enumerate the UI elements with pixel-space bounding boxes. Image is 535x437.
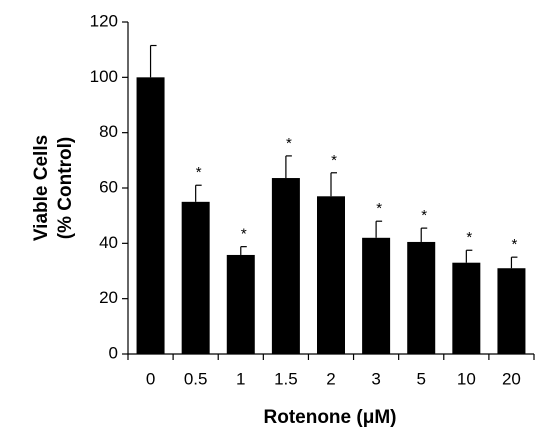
error-bar bbox=[240, 246, 247, 255]
x-tick-label: 0 bbox=[146, 369, 155, 388]
x-tick-label: 0.5 bbox=[184, 369, 208, 388]
x-tick-label: 20 bbox=[502, 369, 521, 388]
x-axis-title: Rotenone (μM) bbox=[264, 407, 397, 428]
x-tick-label: 10 bbox=[457, 369, 476, 388]
bar bbox=[497, 268, 526, 354]
bar bbox=[362, 237, 391, 354]
bar bbox=[181, 201, 210, 354]
error-bar bbox=[420, 227, 428, 242]
bar bbox=[226, 254, 255, 354]
significance-marker: * bbox=[466, 229, 472, 246]
y-axis-title: (% Control) bbox=[55, 137, 76, 239]
x-tick-label: 3 bbox=[371, 369, 380, 388]
error-bar bbox=[195, 184, 202, 202]
x-tick-label: 2 bbox=[326, 369, 335, 388]
x-tick-label: 1 bbox=[236, 369, 245, 388]
significance-marker: * bbox=[376, 200, 382, 217]
bar bbox=[407, 241, 436, 354]
significance-marker: * bbox=[512, 236, 518, 253]
error-bar bbox=[285, 155, 292, 179]
significance-marker: * bbox=[331, 152, 337, 169]
bar bbox=[452, 262, 481, 354]
significance-marker: * bbox=[241, 226, 247, 243]
significance-marker: * bbox=[286, 135, 292, 152]
y-tick-label: 20 bbox=[99, 288, 118, 307]
x-tick-label: 1.5 bbox=[274, 369, 298, 388]
bar bbox=[136, 77, 165, 354]
y-tick-label: 40 bbox=[99, 233, 118, 252]
significance-marker: * bbox=[196, 164, 202, 181]
error-bar bbox=[149, 44, 157, 78]
error-bar bbox=[465, 249, 473, 263]
bar bbox=[271, 178, 300, 354]
error-bar bbox=[375, 220, 383, 238]
significance-marker: * bbox=[421, 207, 427, 224]
bar bbox=[317, 196, 345, 354]
y-tick-label: 0 bbox=[109, 343, 118, 362]
y-axis-title: Viable Cells bbox=[31, 135, 52, 241]
y-tick-label: 120 bbox=[90, 11, 118, 30]
y-tick-label: 100 bbox=[90, 67, 118, 86]
y-tick-label: 80 bbox=[99, 122, 118, 141]
x-tick-label: 5 bbox=[416, 369, 425, 388]
error-bar bbox=[510, 256, 518, 269]
error-bar bbox=[330, 172, 337, 197]
y-tick-label: 60 bbox=[99, 177, 118, 196]
